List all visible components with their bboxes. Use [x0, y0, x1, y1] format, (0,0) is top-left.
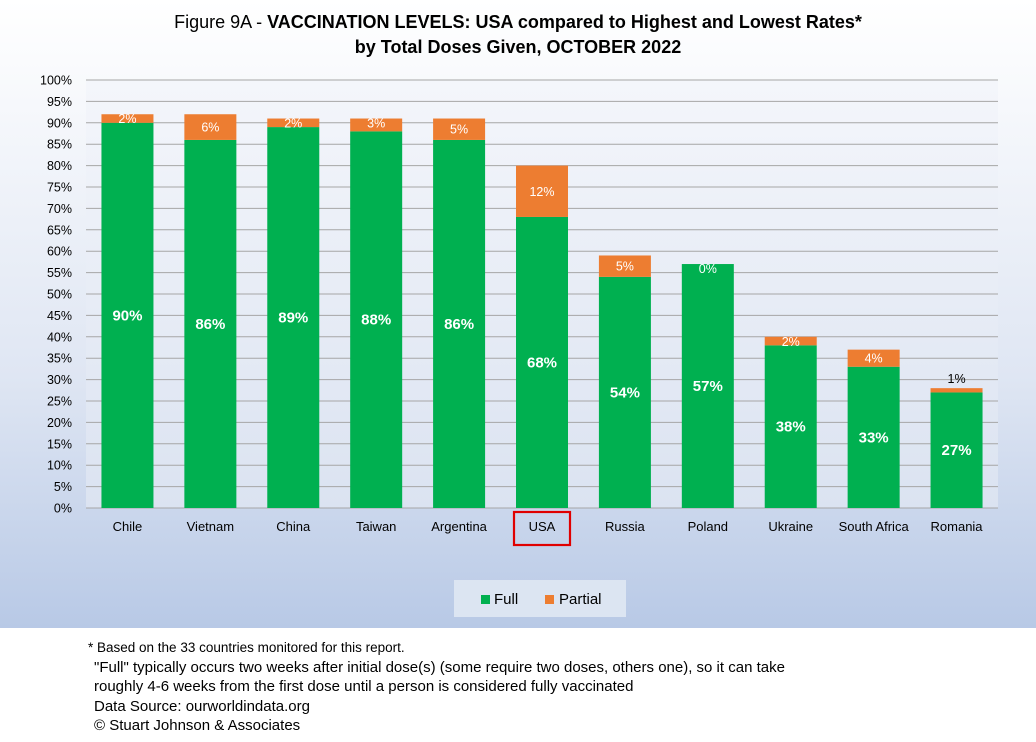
- x-tick-label: USA: [529, 519, 556, 534]
- y-tick-label: 65%: [47, 223, 72, 237]
- y-tick-label: 100%: [40, 74, 72, 88]
- x-tick-label: Russia: [605, 519, 646, 534]
- y-tick-label: 60%: [47, 245, 72, 259]
- legend-swatch-partial: [545, 595, 554, 604]
- footnotes: * Based on the 33 countries monitored fo…: [88, 638, 1028, 736]
- y-tick-label: 45%: [47, 309, 72, 323]
- bar-full: [184, 139, 237, 509]
- usa-highlight-box: [512, 510, 572, 547]
- data-label-full: 89%: [278, 310, 308, 327]
- bar-partial: [930, 388, 983, 393]
- bar-full: [598, 276, 651, 508]
- x-tick-label: Chile: [113, 519, 143, 534]
- title-bold: VACCINATION LEVELS: USA compared to High…: [267, 12, 862, 32]
- data-label-full: 33%: [859, 429, 889, 446]
- data-label-partial: 0%: [699, 262, 717, 276]
- x-tick-label: China: [276, 519, 311, 534]
- x-tick-label: South Africa: [839, 519, 910, 534]
- y-tick-label: 40%: [47, 330, 72, 344]
- data-label-partial: 5%: [616, 260, 634, 274]
- y-tick-label: 85%: [47, 138, 72, 152]
- x-tick-label: Poland: [688, 519, 728, 534]
- footnote-data-source: Data Source: ourworldindata.org: [94, 697, 310, 715]
- data-label-full: 54%: [610, 384, 640, 401]
- footnote-asterisk: * Based on the 33 countries monitored fo…: [88, 640, 405, 655]
- bar-partial: [350, 118, 403, 132]
- bar-full: [681, 264, 734, 508]
- bar-partial: [847, 349, 900, 367]
- y-tick-label: 35%: [47, 352, 72, 366]
- chart-title: Figure 9A - VACCINATION LEVELS: USA comp…: [0, 10, 1036, 60]
- title-prefix: Figure 9A -: [174, 12, 268, 32]
- y-tick-label: 15%: [47, 437, 72, 451]
- data-label-full: 27%: [942, 442, 972, 459]
- data-label-partial: 2%: [284, 117, 302, 131]
- bar-full: [930, 392, 983, 508]
- legend-swatch-full: [481, 595, 490, 604]
- x-tick-label: Taiwan: [356, 519, 396, 534]
- data-label-full: 38%: [776, 419, 806, 436]
- x-tick-label: Vietnam: [187, 519, 234, 534]
- bar-full: [516, 216, 568, 508]
- y-tick-label: 90%: [47, 116, 72, 130]
- y-tick-label: 30%: [47, 373, 72, 387]
- legend-label-partial: Partial: [559, 591, 602, 608]
- bar-partial: [184, 114, 237, 140]
- y-tick-label: 55%: [47, 266, 72, 280]
- data-label-partial: 2%: [118, 112, 136, 126]
- y-tick-label: 50%: [47, 288, 72, 302]
- y-tick-label: 5%: [54, 480, 72, 494]
- bar-partial: [101, 114, 154, 123]
- y-tick-label: 25%: [47, 395, 72, 409]
- x-tick-label: Ukraine: [768, 519, 813, 534]
- data-label-partial: 5%: [450, 123, 468, 137]
- footnote-full-definition-2: roughly 4-6 weeks from the first dose un…: [94, 678, 634, 695]
- data-label-full: 90%: [112, 307, 142, 324]
- data-label-partial: 4%: [865, 352, 883, 366]
- y-tick-label: 80%: [47, 159, 72, 173]
- y-tick-label: 20%: [47, 416, 72, 430]
- bar-full: [267, 127, 320, 508]
- data-label-full: 88%: [361, 312, 391, 329]
- bar-full: [433, 139, 486, 509]
- legend-label-full: Full: [494, 591, 518, 608]
- x-tick-label: Romania: [931, 519, 984, 534]
- y-tick-label: 10%: [47, 459, 72, 473]
- bar-partial: [598, 255, 651, 277]
- footnote-copyright: © Stuart Johnson & Associates: [94, 717, 301, 734]
- chart-svg: 0% 5% 10% 15% 20% 25% 30% 35% 40% 45% 50% 55% 60% 65%…: [40, 74, 998, 617]
- y-tick-label: 0%: [54, 502, 72, 516]
- data-label-partial: 12%: [529, 185, 554, 199]
- bar-partial: [764, 336, 817, 346]
- data-label-partial: 1%: [948, 372, 966, 386]
- bar-partial: [433, 118, 486, 140]
- data-label-partial: 2%: [782, 335, 800, 349]
- chart-area: Figure 9A - VACCINATION LEVELS: USA comp…: [0, 0, 1036, 628]
- data-label-full: 68%: [527, 354, 557, 371]
- y-tick-label: 75%: [47, 181, 72, 195]
- data-label-full: 57%: [693, 378, 723, 395]
- footnote-full-definition-1: "Full" typically occurs two weeks after …: [94, 658, 785, 676]
- bar-full: [847, 366, 900, 508]
- title-line2: by Total Doses Given, OCTOBER 2022: [354, 37, 682, 57]
- bar-partial: [267, 118, 320, 128]
- bar-partial: [516, 165, 568, 217]
- y-tick-label: 95%: [47, 95, 72, 109]
- bar-full: [764, 345, 817, 508]
- y-tick-label: 70%: [47, 202, 72, 216]
- data-label-full: 86%: [195, 316, 225, 333]
- bar-full: [350, 131, 403, 509]
- bar-full: [101, 122, 154, 509]
- data-label-full: 86%: [444, 316, 474, 333]
- data-label-partial: 3%: [367, 117, 385, 131]
- data-label-partial: 6%: [201, 121, 219, 135]
- x-tick-label: Argentina: [431, 519, 487, 534]
